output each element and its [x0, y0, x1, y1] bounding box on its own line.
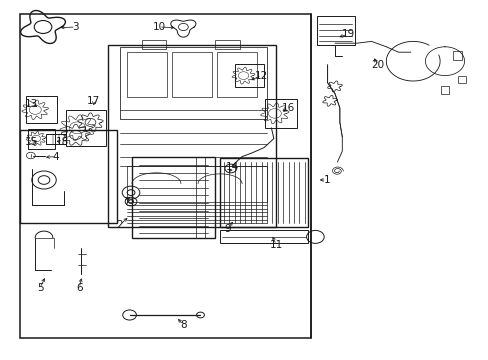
Text: 7: 7: [122, 197, 129, 207]
Bar: [172, 52, 212, 97]
Bar: [132, 157, 215, 238]
Text: 12: 12: [254, 71, 268, 81]
Bar: [142, 40, 166, 49]
Bar: [127, 166, 266, 202]
Text: 11: 11: [269, 240, 283, 250]
Text: 18: 18: [56, 137, 69, 147]
Text: 10: 10: [152, 22, 165, 32]
Text: 6: 6: [76, 283, 82, 293]
Text: 16: 16: [281, 103, 295, 113]
Text: 19: 19: [341, 29, 354, 39]
Text: 17: 17: [87, 96, 101, 106]
Bar: [65, 110, 105, 146]
Bar: [215, 40, 239, 49]
Bar: [20, 14, 310, 338]
Bar: [217, 52, 257, 97]
Text: 15: 15: [25, 137, 39, 147]
Bar: [26, 96, 58, 123]
Text: 3: 3: [72, 22, 79, 32]
Text: 2: 2: [116, 220, 123, 230]
Bar: [458, 76, 465, 83]
Bar: [107, 45, 276, 227]
Bar: [20, 130, 117, 223]
Text: 8: 8: [180, 320, 186, 330]
Bar: [28, 129, 55, 148]
Text: 5: 5: [37, 283, 43, 293]
Bar: [127, 52, 167, 97]
Text: 4: 4: [53, 152, 60, 162]
Text: 9: 9: [224, 224, 230, 234]
Text: 1: 1: [323, 175, 329, 185]
Text: 14: 14: [225, 162, 239, 172]
Bar: [452, 51, 461, 60]
Bar: [46, 134, 66, 144]
Text: 13: 13: [25, 99, 39, 109]
Text: 20: 20: [371, 60, 384, 70]
Bar: [120, 47, 266, 119]
Bar: [220, 158, 307, 227]
Bar: [316, 16, 354, 45]
Bar: [234, 64, 264, 87]
Bar: [264, 99, 296, 128]
Bar: [440, 86, 448, 94]
Bar: [220, 230, 307, 243]
